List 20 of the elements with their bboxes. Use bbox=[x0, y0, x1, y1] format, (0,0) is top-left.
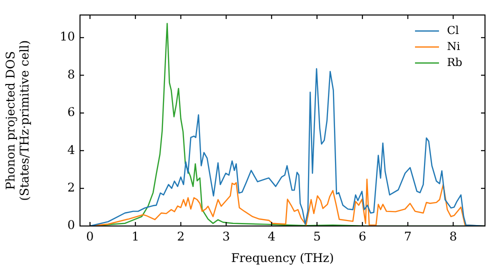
x-tick-label: 2 bbox=[176, 229, 185, 244]
legend-label: Ni bbox=[447, 40, 461, 53]
legend-label: Cl bbox=[447, 24, 460, 37]
y-tick-label: 4 bbox=[67, 142, 76, 157]
y-tick-label: 10 bbox=[60, 30, 75, 44]
x-tick-label: 6 bbox=[358, 229, 366, 244]
x-tick-label: 3 bbox=[222, 229, 230, 244]
x-tick-label: 5 bbox=[313, 229, 321, 244]
x-tick-label: 1 bbox=[132, 229, 140, 244]
y-axis-title: Phonon projected DOS (States/THz·primitive cell) bbox=[3, 40, 32, 201]
y-tick-label: 0 bbox=[67, 218, 75, 232]
x-tick-label: 7 bbox=[404, 229, 412, 244]
y-tick-label: 8 bbox=[67, 67, 75, 82]
y-tick-label: 6 bbox=[67, 105, 75, 120]
x-tick-label: 8 bbox=[449, 229, 458, 244]
y-tick-label: 2 bbox=[67, 180, 75, 194]
x-tick-label: 0 bbox=[86, 229, 94, 244]
x-tick-label: 4 bbox=[268, 229, 276, 244]
x-axis-title: Frequency (THz) bbox=[231, 250, 334, 265]
legend-label: Rb bbox=[447, 56, 462, 69]
